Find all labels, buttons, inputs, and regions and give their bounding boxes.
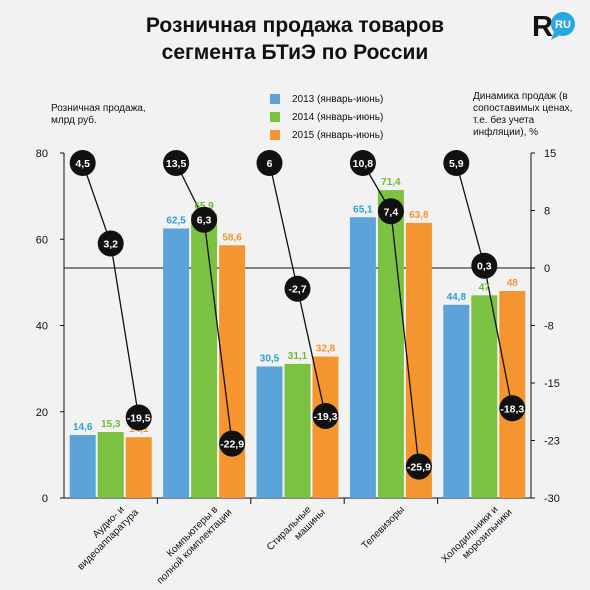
dynamics-line [82,162,140,418]
bar [284,363,311,498]
legend-item-2014: 2014 (январь-июнь) [270,108,383,126]
dynamics-value-label: -2,7 [288,284,306,296]
y-tick-label-left: 0 [42,493,48,505]
legend-label-2013: 2013 (январь-июнь) [292,93,384,105]
dynamics-point [499,395,526,422]
dynamics-point [284,275,311,302]
bar-value-label: 30,5 [260,353,280,364]
bar-value-label: 44,8 [447,292,467,303]
bar-value-label: 58,6 [222,232,242,243]
bar-value-label: 71,4 [381,177,401,188]
bar-value-label: 65,9 [194,201,214,212]
chart-title: Розничная продажа товаров сегмента БТиЭ … [95,12,495,66]
dynamics-point [97,230,124,257]
dynamics-value-label: 6,3 [197,215,212,227]
legend-swatch-2015 [270,130,280,140]
bar [163,228,190,498]
bar [256,366,283,498]
bar [97,432,124,498]
dynamics-point [191,206,218,233]
legend-swatch-2014 [270,112,280,122]
dynamics-value-label: -19,3 [314,411,338,423]
y-tick-label-left: 80 [36,148,48,160]
title-line-1: Розничная продажа товаров [145,14,445,37]
rambler-ru-logo: R RU [532,10,578,44]
y-tick-label-right: -15 [544,378,560,390]
dynamics-value-label: 0,3 [477,261,492,273]
bar [499,291,526,498]
dynamics-point [471,252,498,279]
bar [191,213,218,498]
y-tick-label-right: 15 [544,148,556,160]
y-axis-title-right: Динамика продаж (в сопоставимых ценах, т… [473,91,573,138]
y-tick-label-left: 60 [36,234,48,246]
bar-value-label: 63,8 [409,210,429,221]
dynamics-value-label: 7,4 [384,206,399,218]
dynamics-point [312,402,339,429]
bar-value-label: 14,6 [73,422,93,433]
bar-value-label: 31,1 [288,351,308,362]
dynamics-value-label: -22,9 [220,439,244,451]
bar-value-label: 62,5 [166,215,186,226]
legend-item-2013: 2013 (январь-июнь) [270,90,383,108]
bar [471,295,498,498]
dynamics-point [377,198,404,225]
y-tick-label-right: -23 [544,436,560,448]
legend-label-2014: 2014 (январь-июнь) [292,111,384,123]
dynamics-value-label: -25,9 [407,462,431,474]
y-tick-label-left: 40 [36,321,48,333]
y-tick-label-right: -30 [544,493,560,505]
dynamics-value-label: 13,5 [166,158,187,170]
legend-label-2015: 2015 (январь-июнь) [292,129,384,141]
legend-item-2015: 2015 (январь-июнь) [270,126,383,144]
y-axis-title-left: Розничная продажа, млрд руб. [51,103,146,126]
x-tick-label: Аудио- ивидеоаппаратура [67,498,141,572]
dynamics-point [443,150,470,176]
bar-value-label: 15,3 [101,419,121,430]
legend: 2013 (январь-июнь) 2014 (январь-июнь) 20… [270,90,383,144]
svg-text:R: R [532,11,553,43]
dynamics-point [256,150,283,176]
dynamics-value-label: 4,5 [75,158,90,170]
y-tick-label-left: 20 [36,407,48,419]
dynamics-point [163,150,190,176]
x-tick-label: Холодильники иморозильники [440,499,515,574]
dynamics-value-label: 10,8 [353,158,374,170]
dynamics-point [349,150,376,176]
title-line-2: сегмента БТиЭ по России [161,41,429,64]
bar [125,437,152,498]
bar [443,304,470,498]
dynamics-point [125,404,152,431]
y-tick-label-right: -8 [544,321,554,333]
bar-value-label: 47 [479,282,491,293]
legend-swatch-2013 [270,94,280,104]
x-tick-label: Компьютеры вполной комплектации [147,499,235,587]
dynamics-value-label: 6 [267,158,273,170]
dynamics-value-label: 3,2 [103,238,118,250]
bar-value-label: 48 [507,278,519,289]
dynamics-point [405,453,432,480]
dynamics-point [69,150,96,176]
bar [377,190,404,498]
bar-value-label: 32,8 [316,344,336,355]
bar [405,222,432,499]
dynamics-point [219,430,246,457]
x-tick-label: Телевизоры [360,504,407,551]
y-tick-label-right: 0 [544,263,550,275]
y-tick-label-right: 8 [544,206,550,218]
logo-text: RU [555,19,571,31]
dynamics-value-label: 5,9 [449,158,464,170]
bar [349,217,376,498]
dynamics-value-label: -19,5 [127,413,151,425]
dynamics-value-label: -18,3 [500,403,524,415]
x-tick-label: Стиральныемашины [265,499,328,562]
bar-value-label: 65,1 [353,204,373,215]
bar [69,435,96,498]
